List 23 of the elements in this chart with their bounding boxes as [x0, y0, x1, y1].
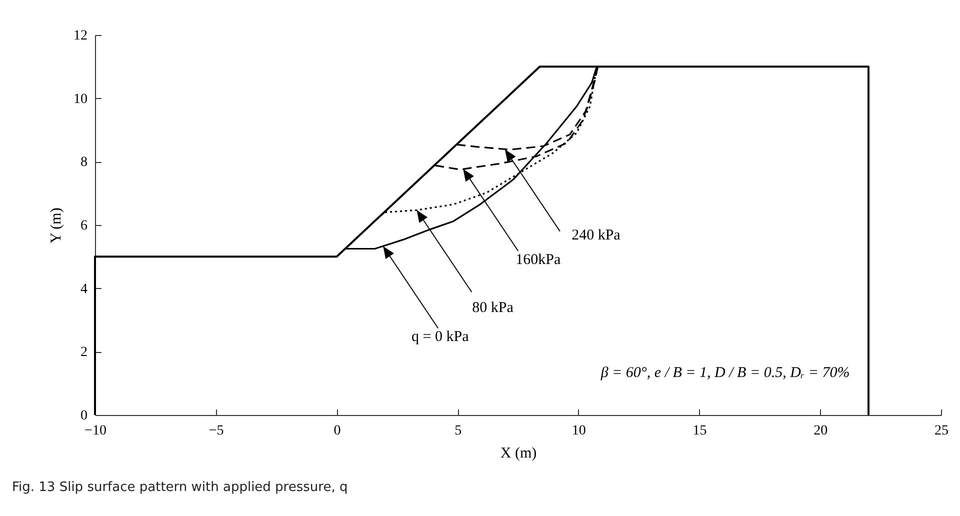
annotation: 80 kPa [472, 300, 514, 316]
annotation: β = 60°, e / B = 1, D / B = 0.5, Dᵣ = 70% [600, 365, 850, 382]
y-tick-label: 6 [80, 218, 88, 234]
x-tick-label: 5 [454, 424, 462, 438]
y-tick-label: 12 [74, 28, 88, 44]
annotation: 240 kPa [572, 227, 621, 244]
x-tick-label: −10 [84, 424, 106, 438]
y-axis-title: Y (m) [48, 208, 64, 244]
x-tick-label: −5 [208, 424, 224, 438]
annotation: q = 0 kPa [412, 329, 470, 346]
y-tick-label: 0 [80, 408, 88, 424]
y-tick-label: 8 [80, 155, 88, 170]
x-tick-label: 0 [334, 424, 341, 438]
x-tick-label: 25 [934, 424, 948, 438]
x-tick-label: 15 [692, 424, 707, 438]
x-tick-label: 10 [572, 424, 586, 438]
x-axis-title: X (m) [500, 446, 537, 462]
text: Fig. 13 Slip surface pattern with applied pressure, q [12, 480, 348, 495]
y-tick-label: 10 [74, 92, 88, 107]
y-tick-label: 4 [80, 282, 88, 297]
x-tick-label: 20 [814, 424, 828, 438]
annotation: 160kPa [516, 252, 561, 268]
y-tick-label: 2 [80, 345, 88, 360]
